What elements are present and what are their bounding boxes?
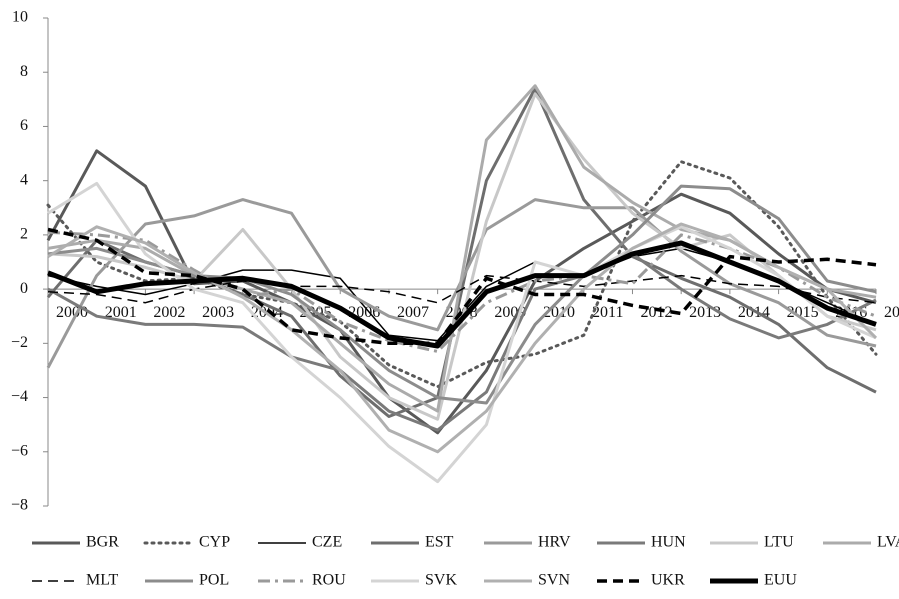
x-tick-label: 2002 <box>153 304 185 321</box>
y-tick-label: −2 <box>11 334 28 351</box>
y-tick-label: 8 <box>20 63 28 80</box>
series-line <box>47 181 877 484</box>
series-line <box>47 274 877 304</box>
x-tick-label: 2017 <box>884 304 899 321</box>
y-tick-label: 10 <box>12 9 28 26</box>
series-line <box>47 240 877 349</box>
legend-label: POL <box>199 572 229 589</box>
y-tick-label: 0 <box>20 280 28 297</box>
x-tick-label: 2007 <box>397 304 429 321</box>
legend-label: LVA <box>877 534 899 551</box>
y-tick-label: −6 <box>11 442 28 459</box>
legend-label: ROU <box>312 572 346 589</box>
legend-label: EST <box>425 534 454 551</box>
legend-label: MLT <box>86 572 119 589</box>
series-line <box>47 84 877 413</box>
legend-label: SVN <box>538 572 570 589</box>
legend-label: EUU <box>764 572 797 589</box>
x-tick-label: 2003 <box>202 304 234 321</box>
y-tick-label: 4 <box>20 171 28 188</box>
legend-label: CZE <box>312 534 342 551</box>
series-line <box>47 184 877 405</box>
y-tick-label: 6 <box>20 117 28 134</box>
legend-label: LTU <box>764 534 794 551</box>
y-tick-label: 2 <box>20 226 28 243</box>
x-tick-label: 2001 <box>105 304 137 321</box>
series-line <box>47 227 877 346</box>
legend-label: CYP <box>199 534 230 551</box>
legend-label: HRV <box>538 534 571 551</box>
legend-label: HUN <box>651 534 686 551</box>
legend-label: BGR <box>86 534 119 551</box>
x-tick-label: 2011 <box>592 304 623 321</box>
x-tick-label: 2000 <box>56 304 88 321</box>
legend-label: UKR <box>651 572 685 589</box>
x-tick-label: 2015 <box>787 304 819 321</box>
series-line <box>47 252 877 432</box>
y-tick-label: −8 <box>11 497 28 514</box>
series-line <box>47 222 878 454</box>
y-tick-label: −4 <box>11 388 28 405</box>
legend-label: SVK <box>425 572 457 589</box>
